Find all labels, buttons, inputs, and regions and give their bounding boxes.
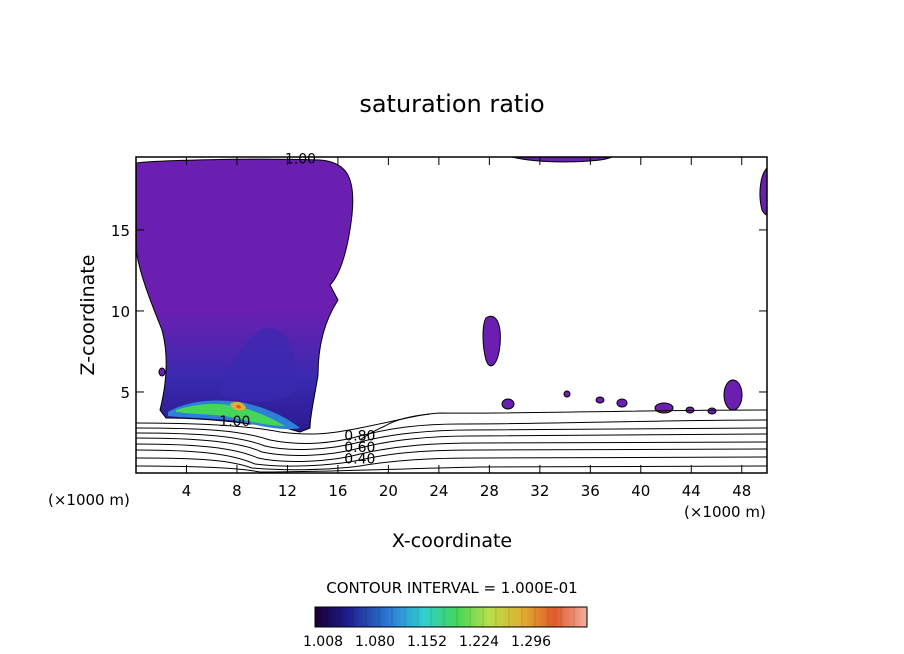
x-tick-label: 36 — [581, 482, 600, 500]
saturation-fill — [136, 157, 767, 473]
saturation-small-blob — [501, 398, 515, 410]
contour-label: 0.60 — [344, 440, 375, 456]
colorbar-segments — [326, 607, 575, 627]
y-axis-label: Z-coordinate — [77, 255, 99, 376]
saturation-small-blob — [707, 407, 717, 415]
x-tick-label: 8 — [232, 482, 242, 500]
x-tick-label: 28 — [480, 482, 499, 500]
x-tick-label: 16 — [328, 482, 347, 500]
saturation-plume — [136, 158, 354, 433]
colorbar-labels: 1.008 1.080 1.152 1.224 1.296 — [303, 634, 551, 650]
chart-title: saturation ratio — [359, 90, 544, 118]
colorbar-label: 1.152 — [407, 634, 447, 650]
x-tick-label: 32 — [530, 482, 549, 500]
saturation-small-blob — [595, 396, 605, 404]
contour-label: 1.00 — [219, 414, 250, 430]
x-tick-label: 20 — [379, 482, 398, 500]
saturation-small-blob — [723, 379, 743, 411]
x-tick-label: 12 — [278, 482, 297, 500]
x-axis-label: X-coordinate — [392, 530, 512, 552]
contour-label: 0.80 — [344, 429, 375, 445]
contour-lines — [136, 409, 767, 473]
saturation-mid-blob — [482, 315, 501, 367]
x-axis-ticks: 4 8 12 16 20 24 28 32 36 40 44 48 — [182, 157, 751, 500]
saturation-small-blob — [158, 367, 166, 377]
saturation-core-red — [236, 404, 241, 409]
y-axis-ticks: 5 10 15 — [111, 222, 767, 402]
saturation-core-green — [176, 403, 285, 426]
saturation-small-blob — [563, 390, 571, 398]
x-tick-label: 40 — [631, 482, 650, 500]
saturation-small-blob — [654, 402, 674, 414]
colorbar-label: 1.224 — [459, 634, 499, 650]
saturation-small-blob — [616, 398, 628, 408]
colorbar — [314, 606, 588, 628]
x-unit-right: (×1000 m) — [684, 503, 766, 521]
colorbar-label: 1.080 — [355, 634, 395, 650]
contour-labels: 1.00 1.00 0.800.600.40 — [219, 152, 375, 468]
contour-interval-text: CONTOUR INTERVAL = 1.000E-01 — [326, 579, 577, 597]
contour-label: 0.40 — [344, 451, 375, 467]
x-tick-label: 24 — [429, 482, 448, 500]
plot-frame — [135, 156, 768, 474]
y-tick-label: 5 — [120, 384, 130, 402]
x-tick-label: 48 — [732, 482, 751, 500]
colorbar-label: 1.296 — [511, 634, 551, 650]
x-unit-left: (×1000 m) — [48, 491, 130, 509]
x-tick-label: 4 — [182, 482, 192, 500]
saturation-right-edge — [759, 167, 767, 216]
colorbar-label: 1.008 — [303, 634, 343, 650]
y-tick-label: 15 — [111, 222, 130, 240]
contour-label: 1.00 — [285, 152, 316, 168]
y-tick-label: 10 — [111, 303, 130, 321]
saturation-inner — [220, 328, 296, 402]
x-tick-label: 44 — [682, 482, 701, 500]
